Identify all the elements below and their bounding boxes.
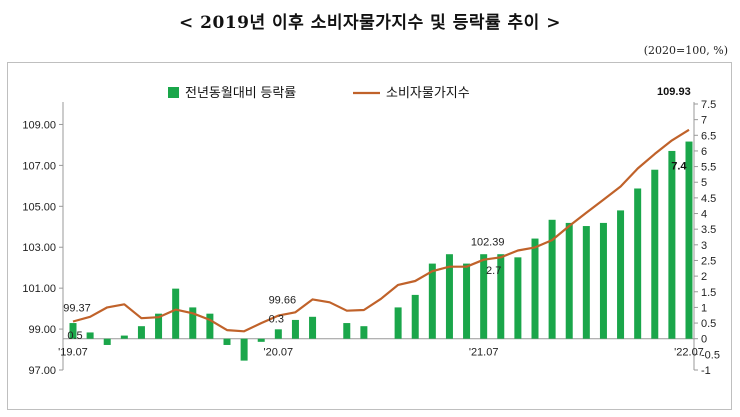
- bar: [651, 169, 659, 339]
- legend-label-line: 소비자물가지수: [386, 85, 470, 100]
- data-label: 99.66: [269, 295, 297, 307]
- data-label: 99.37: [63, 303, 91, 315]
- chart-frame: [7, 62, 732, 410]
- left-axis-tick-label: 103.00: [22, 242, 56, 254]
- left-axis-tick-label: 109.00: [22, 119, 56, 131]
- data-label: 109.93: [657, 86, 691, 98]
- legend-label-bars: 전년동월대비 등락률: [185, 85, 296, 100]
- bar: [172, 288, 180, 339]
- right-axis-tick-label: 6: [701, 146, 707, 158]
- bar: [120, 335, 128, 339]
- bar: [685, 141, 693, 339]
- bar: [309, 316, 317, 339]
- right-axis-tick-label: 3.5: [701, 224, 716, 236]
- bar: [257, 338, 265, 342]
- right-axis-tick-label: 3: [701, 240, 707, 252]
- bar: [411, 294, 419, 339]
- bar: [206, 313, 214, 339]
- bar: [428, 263, 436, 339]
- bar: [189, 307, 197, 339]
- bar: [360, 326, 368, 339]
- bar: [69, 323, 77, 339]
- right-axis-tick-label: 2: [701, 271, 707, 283]
- legend-swatch-bars: [168, 87, 179, 98]
- right-axis-tick-label: 0.5: [701, 318, 716, 330]
- right-axis-tick-label: 7.5: [701, 99, 716, 111]
- right-axis-tick-label: 5.5: [701, 162, 716, 174]
- bar: [617, 210, 625, 339]
- left-axis-tick-label: 99.00: [28, 324, 56, 336]
- chart-title: < 2019년 이후 소비자물가지수 및 등락률 추이 >: [179, 13, 561, 33]
- right-axis-tick-label: 1: [701, 302, 707, 314]
- unit-note: (2020=100, %): [643, 44, 728, 57]
- bar: [565, 222, 573, 339]
- bar: [668, 150, 676, 339]
- right-axis-tick-label: 5: [701, 177, 707, 189]
- bar: [240, 338, 248, 361]
- x-tick-label: '20.07: [264, 347, 294, 359]
- right-axis-tick-label: 0: [701, 334, 707, 346]
- x-tick-label: '21.07: [469, 347, 499, 359]
- right-axis-tick-label: 4: [701, 209, 707, 221]
- bar: [274, 329, 282, 339]
- left-axis-tick-label: 107.00: [22, 160, 56, 172]
- data-label: 0.5: [67, 330, 82, 342]
- bar: [497, 254, 505, 339]
- right-axis-tick-label: 6.5: [701, 130, 716, 142]
- bar: [394, 307, 402, 339]
- bar: [582, 226, 590, 339]
- data-label: 7.4: [671, 161, 687, 173]
- bar: [634, 188, 642, 339]
- right-axis-tick-label: 7: [701, 115, 707, 127]
- bar: [531, 238, 539, 339]
- bar: [514, 257, 522, 339]
- right-axis-tick-label: -0.5: [701, 349, 720, 361]
- bar: [480, 254, 488, 339]
- right-axis-tick-label: 4.5: [701, 193, 716, 205]
- bar: [155, 313, 163, 339]
- bar: [103, 338, 111, 345]
- right-axis-tick-label: 1.5: [701, 287, 716, 299]
- right-axis-tick-label: -1: [701, 365, 711, 377]
- bar: [343, 323, 351, 339]
- bar: [548, 219, 556, 339]
- x-tick-label: '19.07: [58, 347, 88, 359]
- bar: [599, 222, 607, 339]
- data-label: 102.39: [471, 237, 505, 249]
- right-axis-tick-label: 2.5: [701, 255, 716, 267]
- bar: [223, 338, 231, 345]
- data-label: 0.3: [269, 313, 284, 325]
- left-axis-tick-label: 101.00: [22, 283, 56, 295]
- bar: [137, 326, 145, 339]
- data-label: 2.7: [486, 265, 501, 277]
- x-tick-label: '22.07: [674, 347, 704, 359]
- left-axis-tick-label: 97.00: [28, 365, 56, 377]
- cpi-line: [72, 128, 690, 333]
- bar: [86, 332, 94, 339]
- left-axis-tick-label: 105.00: [22, 201, 56, 213]
- bar: [291, 319, 299, 339]
- bar: [445, 254, 453, 339]
- bar: [463, 263, 471, 339]
